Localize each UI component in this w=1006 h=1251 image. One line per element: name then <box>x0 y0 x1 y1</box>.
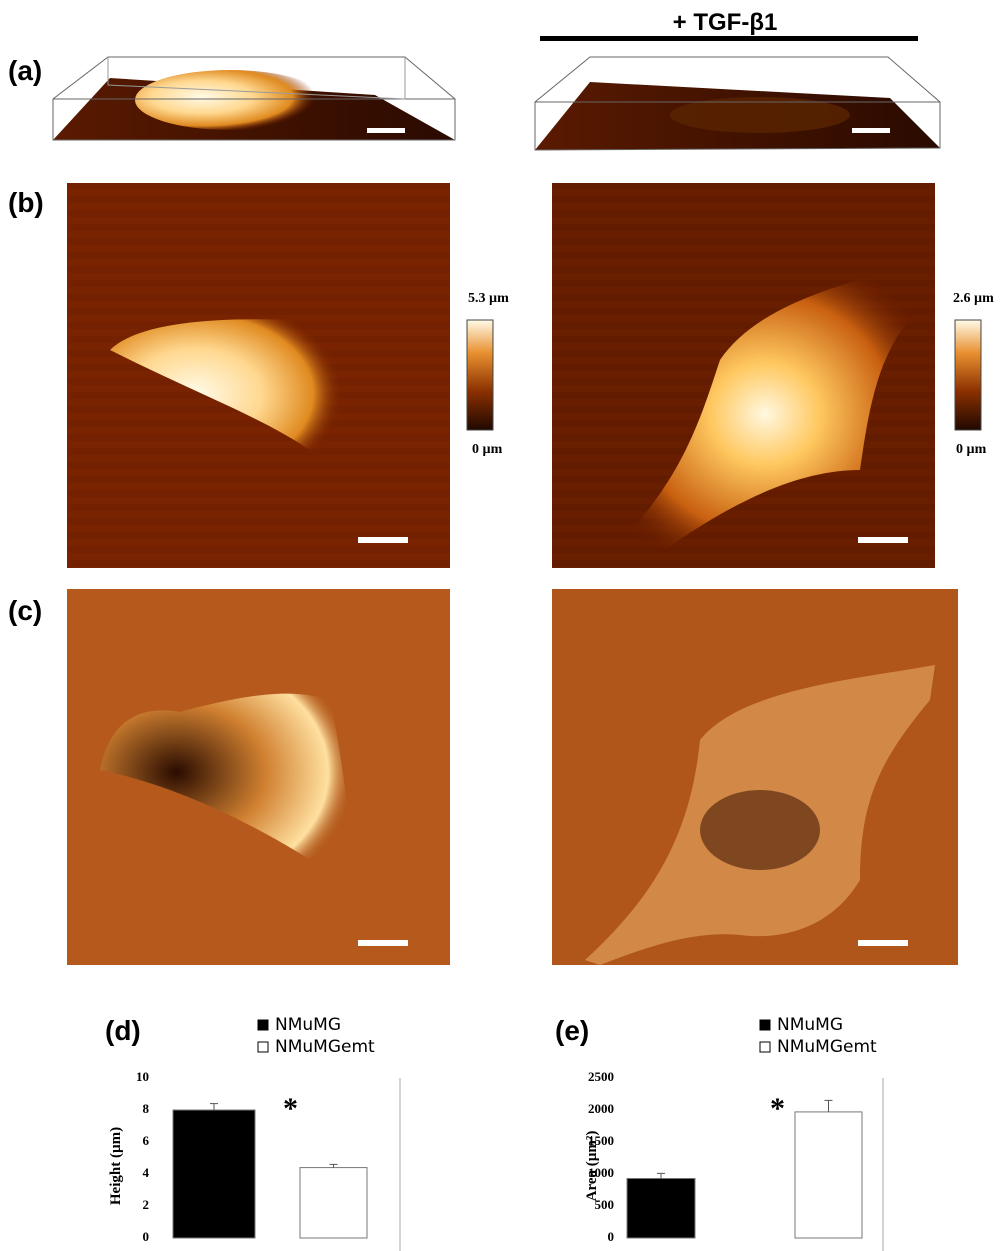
legend-swatch <box>258 1042 268 1052</box>
colorbar-left: 5.3 µm 0 µm <box>467 291 509 457</box>
legend-label: NMuMG <box>275 1015 341 1035</box>
colorbar-max: 2.6 µm <box>953 291 994 306</box>
legend-swatch <box>760 1020 770 1030</box>
figure: + TGF-β1 (a) (b) (c) 5.3 µm 0 µm <box>0 0 1006 1251</box>
bar <box>795 1112 862 1238</box>
legend-label: NMuMGemt <box>777 1037 877 1057</box>
y-tick-label: 1000 <box>588 1165 614 1180</box>
y-tick-label: 1500 <box>588 1133 614 1148</box>
legend-swatch <box>760 1042 770 1052</box>
deflection-image-left <box>67 589 450 965</box>
bar <box>173 1110 255 1238</box>
colorbar-min: 0 µm <box>956 442 987 457</box>
y-tick-label: 2500 <box>588 1069 614 1084</box>
legend-label: NMuMGemt <box>275 1037 375 1057</box>
deflection-image-right <box>552 589 958 965</box>
y-tick-label: 0 <box>143 1229 150 1244</box>
header-bar <box>540 36 918 41</box>
annotation: * <box>770 1092 785 1125</box>
annotation: * <box>283 1092 298 1125</box>
y-tick-label: 10 <box>136 1069 149 1084</box>
y-axis-label: Height (µm) <box>108 1127 124 1205</box>
bar <box>300 1168 367 1238</box>
chart-title: (e) <box>555 1015 589 1046</box>
bar <box>627 1178 695 1238</box>
y-tick-label: 4 <box>143 1165 150 1180</box>
colorbar-min: 0 µm <box>472 442 503 457</box>
height-image-left <box>67 183 450 568</box>
error-bar <box>210 1104 218 1110</box>
panel-label: (c) <box>8 595 42 626</box>
y-tick-label: 6 <box>143 1133 150 1148</box>
y-tick-label: 2000 <box>588 1101 614 1116</box>
treatment-header: + TGF-β1 <box>673 9 778 36</box>
panel-label: (a) <box>8 55 42 86</box>
y-tick-label: 0 <box>608 1229 615 1244</box>
3d-view-right <box>535 57 940 150</box>
3d-view-left <box>53 57 455 140</box>
error-bar <box>657 1173 665 1178</box>
error-bar <box>825 1100 833 1112</box>
colorbar-max: 5.3 µm <box>468 291 509 306</box>
height-image-right <box>552 183 935 568</box>
colorbar-right: 2.6 µm 0 µm <box>953 291 994 457</box>
y-tick-label: 2 <box>143 1197 150 1212</box>
y-tick-label: 8 <box>143 1101 150 1116</box>
y-tick-label: 500 <box>595 1197 615 1212</box>
panel-label: (b) <box>8 187 44 218</box>
legend-swatch <box>258 1020 268 1030</box>
legend-label: NMuMG <box>777 1015 843 1035</box>
chart-title: (d) <box>105 1015 141 1046</box>
